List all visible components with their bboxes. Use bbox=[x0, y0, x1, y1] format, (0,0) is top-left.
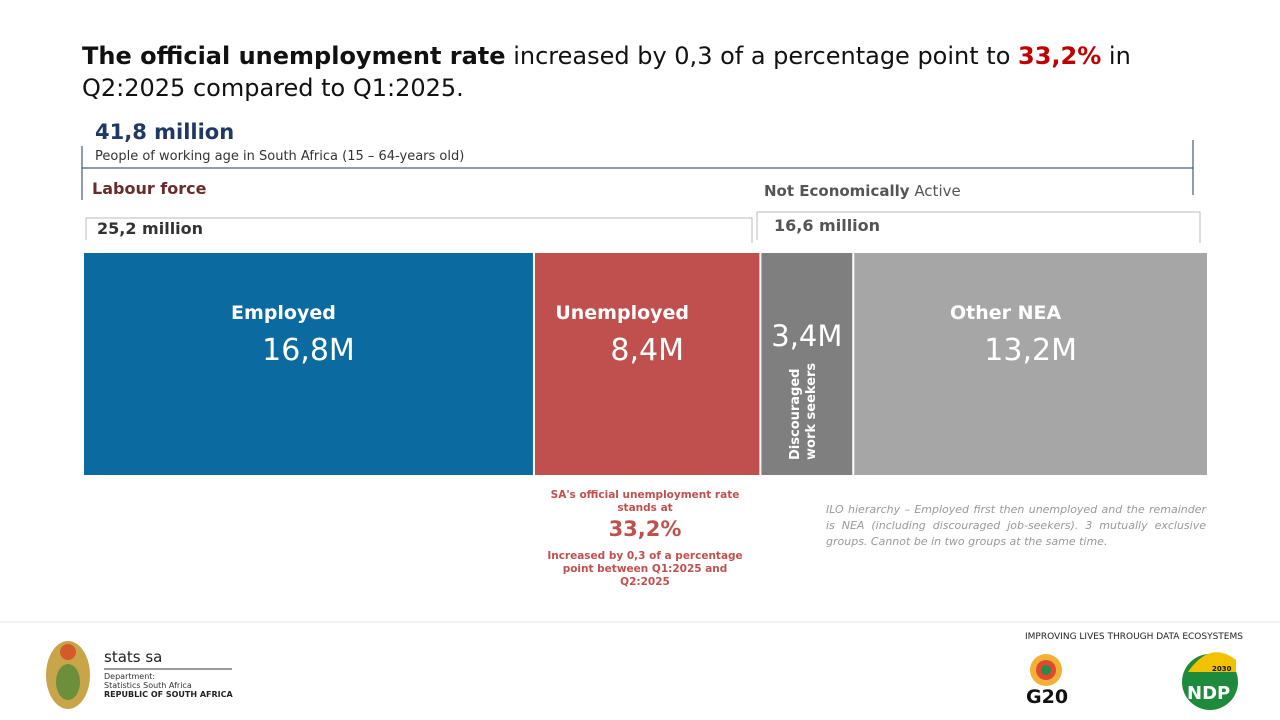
segment bbox=[761, 253, 853, 475]
labour-force-value: 25,2 million bbox=[97, 219, 204, 238]
segment-value: 8,4M bbox=[610, 333, 684, 368]
segment-value: 13,2M bbox=[984, 333, 1077, 368]
slogan: IMPROVING LIVES THROUGH DATA ECOSYSTEMS bbox=[1025, 632, 1243, 642]
coat-of-arms bbox=[46, 641, 90, 709]
dept-name: Statistics South Africa bbox=[104, 681, 192, 690]
nea-label-bold: Not Economically bbox=[764, 182, 910, 200]
rate-value: 33,2% bbox=[608, 517, 682, 541]
ilo-note: ILO hierarchy – Employed first then unem… bbox=[826, 503, 1206, 548]
segment-label: Other NEA bbox=[950, 302, 1062, 324]
nea-bracket bbox=[756, 211, 1201, 243]
segment-value: 3,4M bbox=[771, 319, 842, 353]
rate-intro: SA's official unemployment rate stands a… bbox=[550, 489, 740, 514]
g20-logo bbox=[1030, 654, 1062, 686]
labour-bracket bbox=[85, 217, 753, 243]
segment bbox=[854, 253, 1207, 475]
segment-label: Unemployed bbox=[555, 302, 689, 324]
working-age-bracket bbox=[81, 140, 1194, 200]
segment-label: Discouragedwork seekers bbox=[788, 363, 819, 460]
title-bold: The official unemployment rate bbox=[82, 42, 506, 70]
segment-label: Employed bbox=[231, 302, 336, 324]
dept-label: Department: bbox=[104, 672, 156, 681]
rate-change: Increased by 0,3 of a percentage point b… bbox=[547, 550, 743, 588]
segment bbox=[84, 253, 533, 475]
labour-force-label: Labour force bbox=[92, 179, 207, 198]
ndp-text: NDP bbox=[1187, 683, 1231, 704]
title-middle: increased by 0,3 of a percentage point t… bbox=[513, 42, 1011, 70]
title-highlight: 33,2% bbox=[1018, 42, 1102, 70]
g20-text: G20 bbox=[1026, 686, 1069, 708]
nea-label: Not Economically Active bbox=[764, 182, 961, 200]
title: The official unemployment rate increased… bbox=[82, 40, 1202, 104]
working-age-value: 41,8 million bbox=[95, 120, 235, 144]
country: REPUBLIC OF SOUTH AFRICA bbox=[104, 690, 233, 699]
title-end: in Q2:2025 compared to Q1:2025. bbox=[82, 42, 1131, 102]
segment-bar: Employed 16,8M Unemployed 8,4M 3,4M Discourag… bbox=[84, 253, 1207, 475]
nea-label-rest: Active bbox=[914, 182, 961, 200]
ndp-year: 2030 bbox=[1212, 665, 1232, 673]
org-name: stats sa bbox=[104, 648, 163, 666]
ndp-logo bbox=[1182, 652, 1238, 710]
nea-value: 16,6 million bbox=[774, 216, 881, 235]
working-age-description: People of working age in South Africa (1… bbox=[95, 149, 465, 164]
segment-value: 16,8M bbox=[262, 333, 355, 368]
segment bbox=[534, 253, 760, 475]
